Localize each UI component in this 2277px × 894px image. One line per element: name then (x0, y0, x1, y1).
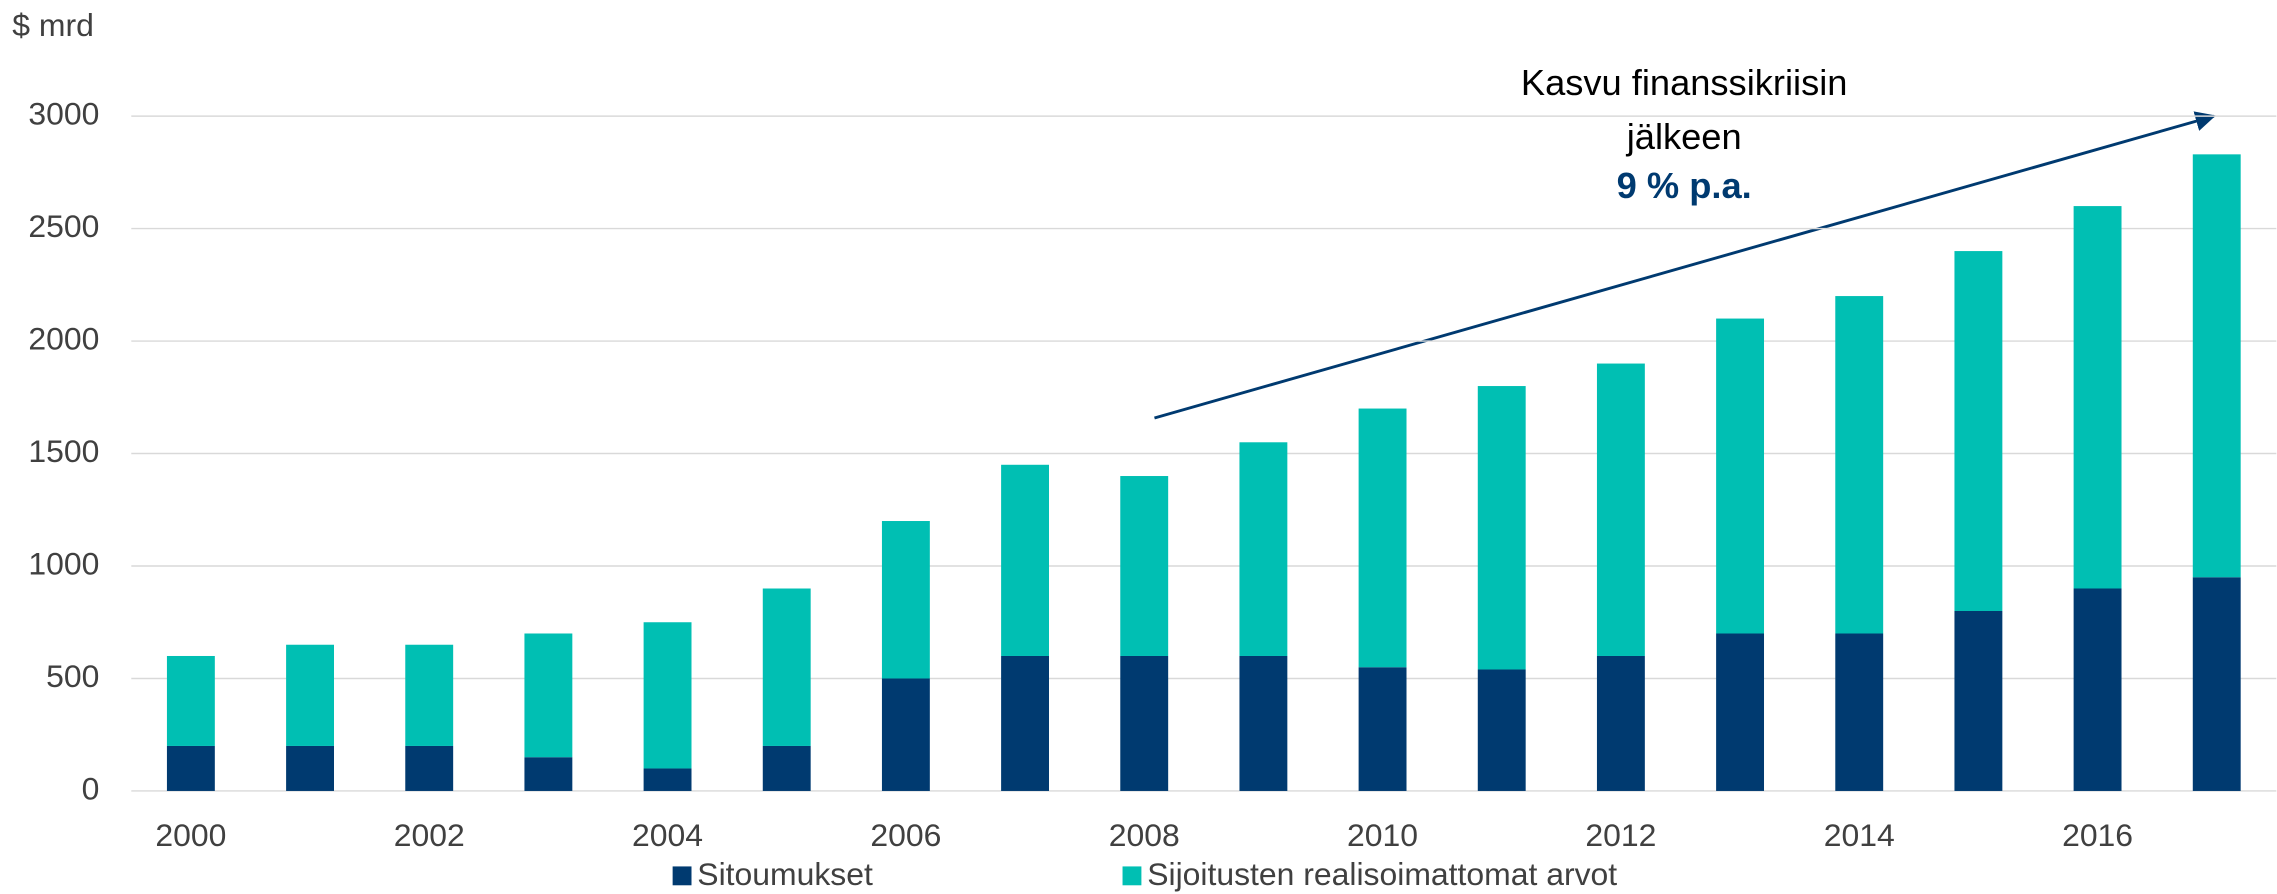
bar-segment (1358, 667, 1407, 791)
bar-segment (762, 588, 811, 746)
bar-segment (524, 757, 573, 791)
y-tick-label: 3000 (28, 96, 99, 132)
bar-segment (405, 745, 454, 791)
annotation-text: jälkeen (1626, 116, 1742, 157)
bar-segment (881, 521, 930, 679)
trend-arrow (1154, 111, 2216, 420)
bar-segment (405, 644, 454, 746)
bar-segment (762, 745, 811, 791)
y-tick-label: 1500 (28, 433, 99, 469)
bar-segment (1716, 633, 1765, 791)
bar-segment (286, 745, 334, 791)
bar-segment (1477, 669, 1526, 791)
x-tick-label: 2012 (1585, 817, 1656, 853)
annotation-highlight: 9 % p.a. (1617, 165, 1752, 206)
bar-segment (1477, 386, 1526, 670)
x-tick-label: 2008 (1109, 817, 1180, 853)
bar-segment (1358, 408, 1407, 668)
bar-segment (166, 655, 215, 746)
y-axis-label: $ mrd (12, 7, 94, 43)
bar-segment (1954, 251, 2003, 611)
annotation-text: Kasvu finanssikriisin (1521, 62, 1848, 103)
bar-segment (1001, 655, 1050, 791)
legend-label: Sitoumukset (697, 856, 873, 892)
bar-segment (1954, 610, 2003, 791)
bar-segment (2073, 206, 2122, 589)
bar-segment (643, 768, 692, 791)
bar-segment (1716, 318, 1765, 634)
y-tick-label: 2000 (28, 320, 99, 356)
bar-segment (2192, 577, 2241, 791)
x-tick-label: 2002 (394, 817, 465, 853)
x-tick-label: 2014 (1824, 817, 1895, 853)
bar-segment (1120, 476, 1169, 656)
bar-segment (2073, 588, 2122, 791)
bar-segment (1239, 655, 1288, 791)
bar-segment (1596, 363, 1645, 656)
legend-label: Sijoitusten realisoimattomat arvot (1147, 856, 1617, 892)
bar-segment (1001, 464, 1050, 656)
bar-segment (286, 644, 334, 746)
bar-segment (1835, 633, 1884, 791)
bar-segment (524, 633, 573, 758)
bar-segment (1835, 296, 1884, 634)
bar-segment (166, 745, 215, 791)
bar-segment (643, 622, 692, 769)
bar-segment (1239, 442, 1288, 656)
y-tick-label: 1000 (28, 545, 99, 581)
x-tick-label: 2004 (632, 817, 703, 853)
y-tick-label: 2500 (28, 208, 99, 244)
bar-segment (1596, 655, 1645, 791)
bar-segment (1120, 655, 1169, 791)
legend-swatch (672, 866, 692, 886)
x-tick-label: 2006 (870, 817, 941, 853)
y-tick-label: 0 (82, 770, 100, 806)
x-tick-label: 2016 (2062, 817, 2133, 853)
bar-segment (881, 678, 930, 791)
x-tick-label: 2000 (155, 817, 226, 853)
bar-segment (2192, 154, 2241, 578)
x-tick-label: 2010 (1347, 817, 1418, 853)
y-tick-label: 500 (46, 658, 99, 694)
legend-swatch (1122, 866, 1142, 886)
